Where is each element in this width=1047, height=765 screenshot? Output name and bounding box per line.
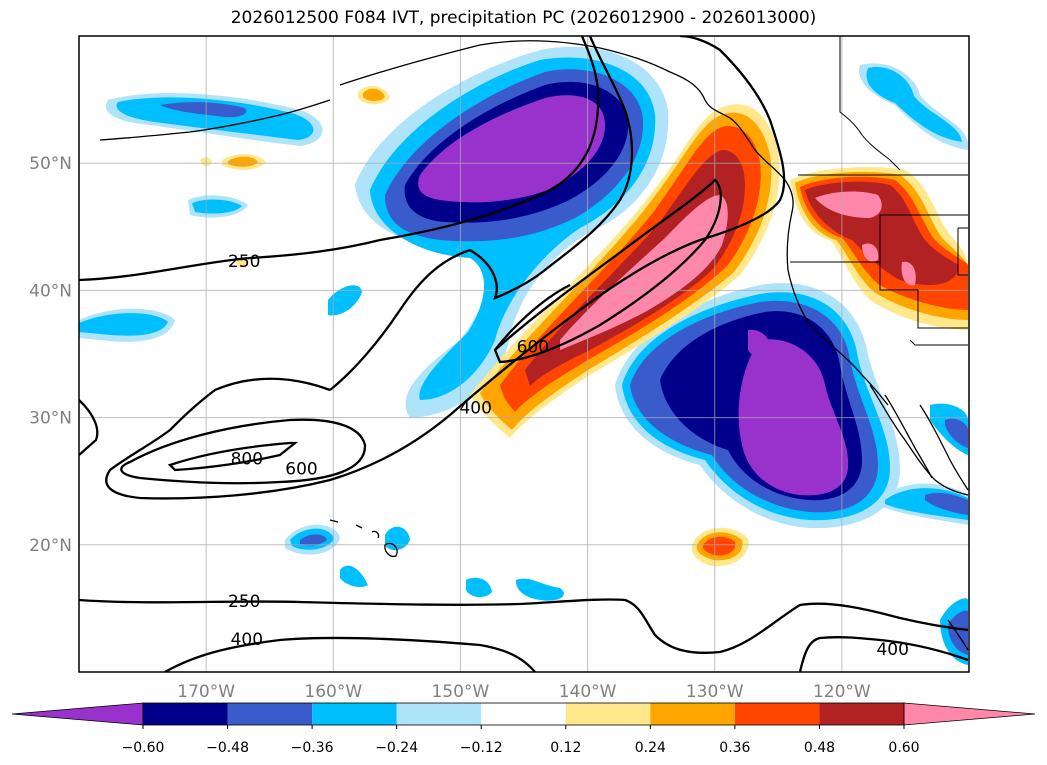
neg-patch-south2 (466, 577, 492, 598)
border-states (790, 214, 968, 263)
ivt-contour-label: 250 (228, 592, 260, 612)
aleutians (99, 99, 331, 141)
ivt-contours (79, 36, 969, 672)
ivt-contour-400 (798, 636, 969, 672)
lat-tick-label: 20°N (29, 536, 72, 556)
colorbar-segment (819, 703, 904, 725)
neg-patch-west2 (79, 313, 168, 336)
lat-tick-label: 50°N (29, 154, 72, 174)
lon-tick-label: 120°W (813, 682, 871, 702)
ivt-contour-600 (494, 283, 571, 351)
latitude-labels: 20°N 30°N 40°N 50°N (29, 154, 72, 556)
lon-tick-label: 170°W (177, 682, 235, 702)
ivt-contour-400 (164, 636, 536, 672)
lon-tick-label: 130°W (686, 682, 744, 702)
colorbar-label: 0.48 (804, 740, 835, 756)
coastline-baja (869, 384, 969, 496)
colorbar-label: 0.60 (888, 740, 919, 756)
colorbar-label: 0.12 (550, 740, 581, 756)
ivt-contour-label: 400 (459, 398, 491, 418)
precipitation-shading (79, 46, 968, 665)
lat-tick-label: 30°N (29, 409, 72, 429)
ivt-contour-label: 800 (231, 449, 263, 469)
colorbar-segment (734, 703, 820, 725)
ivt-contour-600 (120, 418, 367, 485)
ivt-contour-250 (79, 36, 600, 282)
pos-patch-small (228, 156, 258, 167)
ivt-contour-400 (329, 248, 471, 391)
pos-region-interior (815, 191, 882, 218)
colorbar-segment (650, 703, 735, 725)
ivt-contour-label: 600 (285, 459, 317, 479)
neg-patch-north (116, 97, 314, 140)
lat-tick-label: 40°N (29, 281, 72, 301)
colorbar-segment (565, 703, 651, 725)
ivt-contour-label: 600 (517, 337, 549, 357)
lon-tick-label: 140°W (559, 682, 617, 702)
ivt-contour-label: 250 (228, 252, 260, 272)
colorbar-label: 0.36 (719, 740, 750, 756)
lon-tick-label: 160°W (304, 682, 362, 702)
map-frame (78, 35, 970, 673)
neg-patch-mexico-north (945, 418, 968, 448)
pos-region-interior (862, 243, 879, 262)
neg-patch-mexico (925, 492, 968, 515)
neg-patch-north (160, 102, 247, 118)
hawaii-islands (329, 519, 398, 558)
neg-patch-hawaii (300, 534, 327, 546)
border-states (957, 227, 968, 276)
neg-region-gulf-alaska (418, 95, 605, 203)
coastline-alaska (339, 40, 889, 406)
coastline-mexico (919, 404, 969, 491)
ivt-contour-labels: 250 250 400 400 600 600 800 400 (228, 252, 909, 660)
neg-region-subtropical (748, 329, 771, 356)
coastlines (99, 40, 969, 651)
pos-patch-small (363, 88, 385, 102)
colorbar-label: −0.24 (375, 740, 418, 756)
ivt-contour-label: 400 (231, 630, 263, 650)
ivt-contour-label: 400 (876, 640, 908, 660)
borders (790, 36, 968, 346)
gridlines (79, 36, 969, 672)
colorbar-label: 0.24 (635, 740, 666, 756)
colorbar-frame (142, 702, 905, 726)
colorbar-label: −0.60 (122, 740, 165, 756)
colorbar-extend-high (903, 702, 1036, 726)
neg-patch-mid (328, 285, 362, 316)
coastline-baja-peninsula (884, 394, 933, 479)
neg-patch-se (948, 610, 968, 655)
colorbar-segment (227, 703, 313, 725)
pos-region-river (560, 195, 728, 350)
colorbar: −0.60 −0.48 −0.36 −0.24 −0.12 0.12 0.24 0.36 0.4… (11, 702, 1036, 756)
colorbar-label: −0.36 (291, 740, 334, 756)
colorbar-segment (143, 703, 228, 725)
pos-patch-small (236, 258, 248, 268)
ivt-contour-250 (79, 598, 969, 654)
colorbar-segment (396, 703, 482, 725)
neg-patch-northeast (866, 67, 962, 142)
pos-patch-hawaii-east (702, 536, 736, 556)
chart-title: 2026012500 F084 IVT, precipitation PC (2… (230, 8, 817, 28)
colorbar-segment (481, 703, 566, 725)
ivt-contour-north (469, 36, 634, 301)
neg-patch-south3 (515, 578, 564, 601)
ivt-contour-800 (167, 441, 299, 472)
lon-tick-label: 150°W (432, 682, 490, 702)
border-states (879, 262, 968, 329)
ivt-contour-400 (79, 399, 99, 456)
coastline-mexico-south (947, 619, 969, 651)
longitude-labels: 170°W 160°W 150°W 140°W 130°W 120°W (177, 682, 871, 702)
ivt-contour-600 (493, 178, 722, 364)
pos-region-interior (901, 261, 916, 286)
colorbar-extend-low (11, 702, 144, 726)
neg-patch-west (192, 199, 242, 214)
border-canada-alaska (839, 36, 901, 171)
colorbar-segment (312, 703, 397, 725)
ivt-contour-400 (105, 36, 786, 500)
neg-patch-south1 (340, 565, 368, 588)
border-us-mexico (909, 339, 968, 346)
colorbar-label: −0.12 (460, 740, 503, 756)
colorbar-label: −0.48 (206, 740, 249, 756)
